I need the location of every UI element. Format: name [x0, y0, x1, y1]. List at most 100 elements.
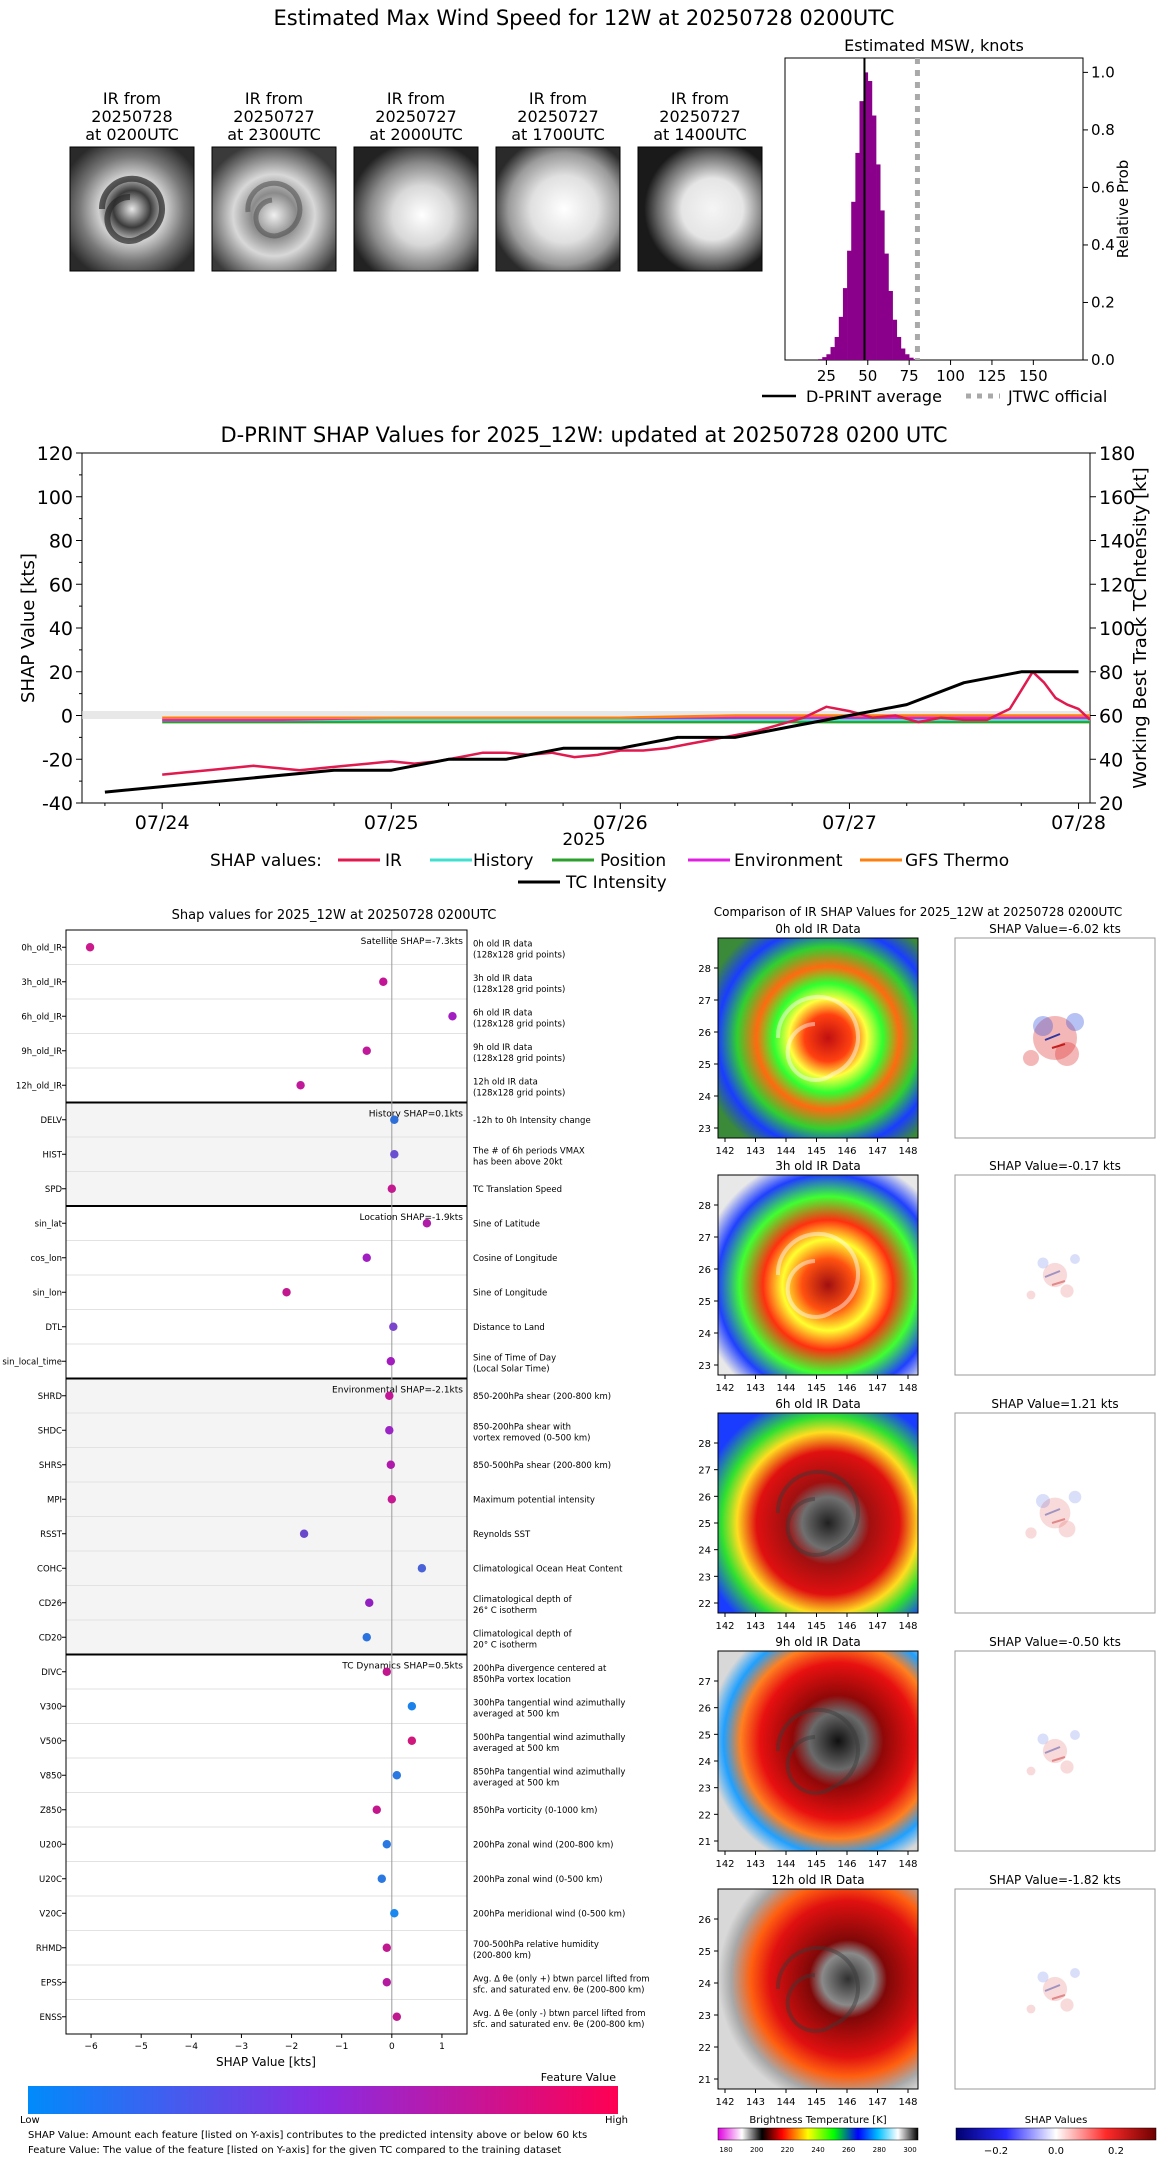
feature-desc: 850-200hPa shear with: [473, 1422, 571, 1432]
y2-tick-label: 60: [1099, 706, 1123, 728]
feature-name: MPI: [47, 1495, 62, 1505]
feature-desc: Maximum potential intensity: [473, 1495, 595, 1505]
shap-timeseries-chart: D-PRINT SHAP Values for 2025_12W: update…: [18, 423, 1151, 893]
y2-tick-label: 180: [1099, 443, 1135, 465]
features-xlabel: SHAP Value [kts]: [216, 2055, 316, 2069]
lon-label: 144: [776, 2097, 795, 2108]
histogram-bar: [847, 250, 852, 360]
feature-name: CD26: [39, 1599, 62, 1609]
ir-panel-title: 3h old IR Data: [775, 1159, 861, 1173]
histogram-title: Estimated MSW, knots: [844, 36, 1024, 55]
histogram-bar: [851, 201, 856, 360]
histogram-bar: [892, 319, 898, 360]
shap-spot: [1033, 1016, 1077, 1060]
feature-name: 12h_old_IR: [16, 1081, 62, 1091]
ir-thumbnail-3: IR from 20250727 at 1700UTC: [495, 89, 621, 272]
shap-point: [390, 1115, 399, 1124]
satellite-image: [637, 146, 763, 272]
histogram-bar: [838, 316, 844, 360]
lon-label: 142: [715, 1146, 734, 1157]
feature-colorbar-low: Low: [20, 2115, 40, 2126]
shap-spot: [1042, 1738, 1068, 1764]
shap-spot: [1026, 1766, 1036, 1776]
shap-point: [392, 2012, 402, 2021]
shap-spot: [1055, 1042, 1079, 1066]
feature-colorbar-high: High: [605, 2115, 628, 2126]
shap-spot: [1060, 1998, 1074, 2012]
bt-tick-label: 240: [811, 2146, 824, 2154]
shap-streak: [1051, 1518, 1066, 1524]
feature-name: DELV: [40, 1116, 62, 1126]
histogram-bar: [884, 253, 889, 360]
feature-desc: Sine of Time of Day: [473, 1353, 556, 1363]
lon-label: 144: [776, 1383, 795, 1394]
lon-label: 146: [837, 1146, 856, 1157]
lat-label: 25: [698, 1730, 711, 1741]
feature-desc: Cosine of Longitude: [473, 1254, 557, 1264]
x-tick-label: −6: [84, 2042, 98, 2052]
shap-panel-title: SHAP Value=1.21 kts: [991, 1397, 1118, 1411]
lon-label: 148: [898, 1383, 917, 1394]
lat-label: 24: [698, 1329, 711, 1340]
y-tick-label: 20: [49, 662, 73, 684]
feature-name: U200: [40, 1840, 62, 1850]
shap-colorbar: SHAP Values −0.2 0.0 0.2: [955, 2115, 1157, 2157]
x-tick-label: 07/25: [364, 812, 419, 834]
lat-label: 26: [698, 1265, 711, 1276]
lat-label: 27: [698, 1466, 711, 1477]
ir-thumbnail-4: IR from 20250727 at 1400UTC: [637, 89, 763, 272]
y2-tick-label: 100: [1099, 618, 1135, 640]
shap-panel-title: SHAP Value=-6.02 kts: [989, 922, 1121, 936]
feature-name: RHMD: [36, 1944, 63, 1954]
satellite-image: [211, 146, 337, 272]
ir-panel-title: 9h old IR Data: [775, 1635, 861, 1649]
y-tick-label: -20: [42, 749, 73, 771]
feature-desc: 3h old IR data: [473, 974, 532, 984]
feature-name: V500: [40, 1737, 62, 1747]
shap-panel-title: SHAP Value=-0.50 kts: [989, 1635, 1121, 1649]
feature-desc: Reynolds SST: [473, 1530, 531, 1540]
shap-features-chart: Shap values for 2025_12W at 20250728 020…: [2, 908, 649, 2069]
legend-tc-label: TC Intensity: [565, 873, 667, 893]
feature-desc: 6h old IR data: [473, 1008, 532, 1018]
histogram-bar: [909, 357, 914, 360]
shap-point: [417, 1564, 427, 1573]
feature-desc: (Local Solar Time): [473, 1364, 550, 1374]
lat-label: 21: [698, 2075, 711, 2086]
shap-spot: [1037, 1733, 1049, 1745]
group-label: Environmental SHAP=-2.1kts: [332, 1386, 463, 1396]
shap-streak: [1044, 1746, 1061, 1754]
timeseries-legend: SHAP values: IR History Position Environ…: [210, 851, 1009, 893]
shap-tick-label: −0.2: [984, 2146, 1008, 2157]
histogram-bar: [905, 354, 910, 360]
feature-desc: 12h old IR data: [473, 1077, 538, 1087]
feature-desc: 26° C isotherm: [473, 1606, 537, 1616]
shap-tick-label: 0.0: [1048, 2146, 1064, 2157]
y2-tick-label: 80: [1099, 662, 1123, 684]
feature-name: V300: [40, 1702, 62, 1712]
shap-spot: [1070, 1730, 1080, 1740]
shap-spot: [1023, 1050, 1039, 1066]
feature-name: sin_lon: [33, 1288, 62, 1298]
spiral-band: [775, 1707, 860, 1795]
shap-point: [390, 1150, 399, 1159]
satellite-image: [353, 146, 479, 272]
zero-band: [82, 711, 1090, 719]
spiral-band: [775, 994, 860, 1082]
bt-tick-label: 180: [719, 2146, 732, 2154]
histogram-bar: [826, 354, 831, 360]
feature-name: SPD: [45, 1185, 63, 1195]
histogram-bar: [818, 359, 823, 360]
feature-desc: 9h old IR data: [473, 1043, 532, 1053]
shap-point: [385, 1426, 394, 1435]
lat-label: 25: [698, 1947, 711, 1958]
legend-environment-label: Environment: [734, 851, 843, 871]
shap-point: [362, 1046, 371, 1055]
shap-spot: [1070, 1254, 1080, 1264]
feature-name: SHDC: [38, 1426, 62, 1436]
legend-dprint-label: D-PRINT average: [806, 387, 942, 406]
lon-label: 145: [807, 1859, 826, 1870]
feature-desc: vortex removed (0-500 km): [473, 1433, 590, 1443]
lon-label: 148: [898, 2097, 917, 2108]
